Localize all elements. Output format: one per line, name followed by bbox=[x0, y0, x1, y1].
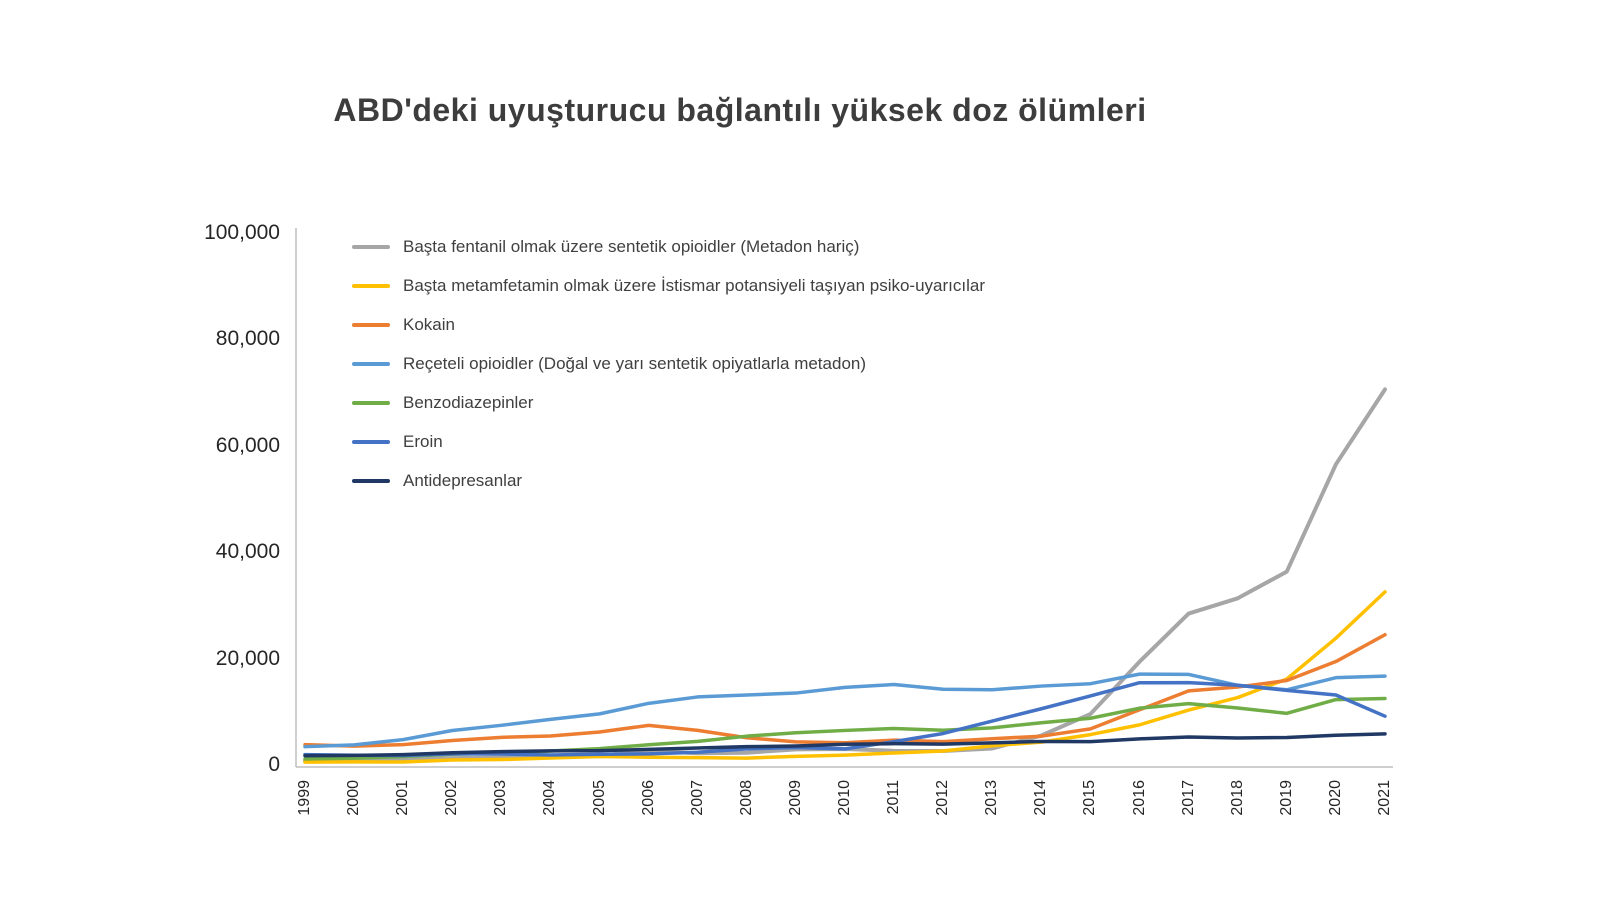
legend-label: Kokain bbox=[403, 314, 455, 334]
legend-label: Başta metamfetamin olmak üzere İstismar … bbox=[403, 275, 986, 295]
x-tick-label: 2021 bbox=[1376, 780, 1393, 816]
chart-legend: Başta fentanil olmak üzere sentetik opio… bbox=[352, 234, 985, 507]
legend-entry-4: Benzodiazepinler bbox=[352, 390, 985, 415]
legend-entry-5: Eroin bbox=[352, 429, 985, 454]
y-tick-label: 0 bbox=[268, 753, 280, 776]
legend-label: Antidepresanlar bbox=[403, 470, 523, 490]
legend-swatch-icon bbox=[352, 439, 390, 444]
x-tick-label: 2014 bbox=[1032, 780, 1050, 816]
legend-swatch-icon bbox=[352, 361, 390, 366]
series-line-5 bbox=[303, 680, 1387, 758]
legend-label: Başta fentanil olmak üzere sentetik opio… bbox=[403, 236, 860, 256]
x-tick-label: 2006 bbox=[639, 780, 657, 816]
x-tick-label: 1999 bbox=[296, 780, 313, 816]
x-tick-label: 2004 bbox=[541, 780, 559, 816]
x-tick-label: 2000 bbox=[345, 780, 363, 816]
legend-swatch-icon bbox=[352, 244, 390, 249]
legend-swatch-icon bbox=[352, 322, 390, 327]
y-tick-label: 40,000 bbox=[215, 540, 280, 564]
legend-entry-6: Antidepresanlar bbox=[352, 468, 985, 493]
x-tick-label: 2009 bbox=[786, 780, 804, 816]
x-tick-label: 2011 bbox=[885, 780, 903, 815]
legend-swatch-icon bbox=[352, 283, 390, 288]
legend-entry-0: Başta fentanil olmak üzere sentetik opio… bbox=[352, 234, 985, 259]
x-tick-label: 2008 bbox=[737, 780, 755, 816]
legend-entry-3: Reçeteli opioidler (Doğal ve yarı sentet… bbox=[352, 351, 985, 376]
legend-label: Eroin bbox=[403, 431, 443, 451]
x-tick-label: 2005 bbox=[590, 780, 608, 816]
y-tick-label: 60,000 bbox=[215, 433, 280, 457]
legend-label: Benzodiazepinler bbox=[403, 392, 534, 412]
x-tick-label: 2018 bbox=[1228, 780, 1246, 816]
x-tick-label: 2012 bbox=[934, 780, 952, 816]
chart-title: ABD'deki uyuşturucu bağlantılı yüksek do… bbox=[333, 92, 1147, 128]
legend-label: Reçeteli opioidler (Doğal ve yarı sentet… bbox=[403, 353, 867, 373]
x-tick-label: 2001 bbox=[394, 780, 412, 816]
y-tick-label: 20,000 bbox=[215, 646, 280, 670]
x-tick-label: 2007 bbox=[688, 780, 706, 816]
legend-entry-1: Başta metamfetamin olmak üzere İstismar … bbox=[352, 273, 985, 298]
x-tick-label: 2019 bbox=[1277, 780, 1295, 816]
legend-swatch-icon bbox=[352, 400, 390, 405]
y-tick-label: 100,000 bbox=[204, 221, 280, 244]
x-tick-label: 2020 bbox=[1326, 780, 1344, 816]
series-line-6 bbox=[303, 732, 1387, 758]
y-tick-label: 80,000 bbox=[215, 327, 280, 351]
legend-swatch-icon bbox=[352, 478, 390, 483]
x-tick-label: 2003 bbox=[492, 780, 510, 816]
x-tick-label: 2013 bbox=[983, 780, 1001, 816]
x-tick-label: 2002 bbox=[443, 780, 461, 816]
x-tick-label: 2016 bbox=[1130, 780, 1148, 816]
x-tick-label: 2017 bbox=[1179, 780, 1197, 816]
x-tick-label: 2010 bbox=[836, 780, 853, 816]
legend-entry-2: Kokain bbox=[352, 312, 985, 337]
x-tick-label: 2015 bbox=[1081, 780, 1099, 816]
series-line-3 bbox=[303, 672, 1387, 749]
